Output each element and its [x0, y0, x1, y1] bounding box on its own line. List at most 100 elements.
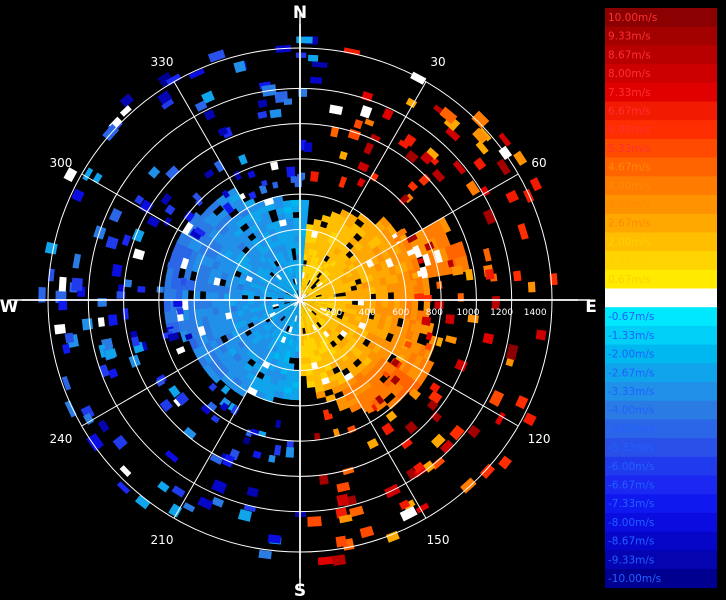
- velocity-cell-1344: [119, 93, 134, 108]
- velocity-cell-1388: [268, 454, 276, 463]
- color-scale-label-0: 10.00m/s: [608, 12, 657, 24]
- color-scale-swatch-11: [605, 213, 717, 233]
- velocity-cell-581: [316, 334, 324, 343]
- velocity-cell-1597: [194, 100, 208, 112]
- velocity-cell-1244: [255, 219, 266, 229]
- velocity-cell-359: [398, 308, 406, 320]
- bearing-line-240: [81, 299, 301, 427]
- velocity-cell-500: [332, 329, 341, 338]
- velocity-cell-1498: [414, 293, 425, 300]
- velocity-cell-537: [309, 312, 315, 319]
- velocity-cell-184: [319, 285, 326, 291]
- velocity-cell-646: [301, 315, 304, 323]
- color-scale-swatch-21: [605, 400, 717, 420]
- velocity-cell-1052: [255, 283, 263, 290]
- velocity-cell-43: [305, 272, 310, 280]
- velocity-cell-1347: [71, 188, 85, 203]
- velocity-cell-251: [405, 259, 415, 272]
- velocity-cell-733: [290, 314, 295, 321]
- velocity-cell-596: [305, 314, 310, 321]
- velocity-cell-1456: [201, 90, 215, 104]
- velocity-cell-467: [406, 365, 419, 379]
- velocity-cell-765: [287, 313, 292, 320]
- color-scale-label-21: -4.00m/s: [608, 405, 654, 417]
- velocity-cell-1074: [256, 280, 264, 287]
- velocity-cell-1647: [424, 342, 433, 351]
- velocity-cell-313: [351, 294, 359, 301]
- velocity-cell-217: [352, 272, 361, 281]
- velocity-cell-608: [329, 379, 340, 389]
- color-scale-swatch-2: [605, 45, 717, 65]
- velocity-cell-312: [345, 295, 353, 301]
- color-scale-label-4: 7.33m/s: [608, 87, 651, 99]
- velocity-cell-100: [309, 281, 315, 288]
- velocity-cell-1028: [283, 295, 291, 299]
- color-scale-swatch-16: [605, 307, 717, 327]
- velocity-cell-403: [303, 301, 310, 305]
- velocity-cell-34: [307, 248, 314, 256]
- color-scale-label-13: 1.33m/s: [608, 255, 651, 267]
- velocity-cell-123: [356, 227, 368, 239]
- velocity-cell-1252: [288, 273, 293, 281]
- velocity-cell-932: [242, 308, 250, 316]
- velocity-cell-1304: [287, 229, 295, 237]
- velocity-cell-1452: [220, 384, 231, 395]
- velocity-cell-673: [296, 327, 300, 335]
- velocity-cell-1579: [440, 439, 454, 454]
- velocity-cell-573: [358, 396, 372, 408]
- velocity-cell-1309: [282, 200, 293, 208]
- velocity-cell-394: [371, 319, 380, 329]
- velocity-cell-164: [318, 283, 325, 290]
- velocity-cell-1320: [293, 229, 301, 237]
- velocity-cell-1385: [175, 346, 186, 355]
- velocity-cell-1650: [391, 358, 400, 368]
- velocity-cell-684: [297, 309, 300, 317]
- velocity-cell-297: [380, 284, 389, 294]
- velocity-cell-194: [371, 255, 381, 266]
- velocity-cell-904: [194, 335, 204, 348]
- velocity-cell-157: [367, 239, 378, 250]
- velocity-cell-1007: [277, 296, 285, 299]
- velocity-cell-330: [339, 300, 347, 305]
- velocity-cell-897: [233, 321, 242, 330]
- velocity-cell-471: [307, 305, 314, 311]
- velocity-cell-1409: [207, 49, 226, 63]
- velocity-cell-778: [242, 376, 253, 387]
- velocity-cell-848: [222, 350, 233, 361]
- velocity-cell-1439: [247, 170, 256, 179]
- velocity-cell-1548: [83, 412, 95, 426]
- velocity-cell-430: [334, 316, 342, 324]
- velocity-cell-354: [368, 306, 377, 314]
- velocity-cell-1635: [310, 171, 319, 183]
- velocity-cell-549: [356, 376, 369, 388]
- velocity-cell-1226: [239, 207, 251, 219]
- bearing-label-210: 210: [151, 533, 174, 547]
- velocity-cell-318: [393, 291, 401, 301]
- velocity-cell-1446: [369, 172, 379, 182]
- velocity-cell-1463: [343, 47, 361, 56]
- velocity-cell-1471: [81, 318, 94, 331]
- velocity-cell-755: [270, 344, 279, 353]
- velocity-cell-1036: [236, 283, 245, 290]
- velocity-cell-1556: [406, 233, 418, 244]
- velocity-cell-744: [259, 379, 270, 389]
- velocity-cell-480: [348, 336, 358, 346]
- velocity-cell-1467: [426, 147, 440, 160]
- velocity-cell-604: [321, 358, 330, 367]
- velocity-cell-961: [200, 307, 208, 318]
- velocity-cell-108: [340, 237, 350, 247]
- velocity-cell-710: [278, 373, 287, 382]
- velocity-cell-1482: [420, 151, 434, 165]
- velocity-cell-732: [293, 309, 297, 316]
- velocity-cell-4: [300, 265, 304, 273]
- velocity-cell-311: [339, 295, 347, 301]
- velocity-cell-1055: [237, 277, 246, 285]
- velocity-cell-559: [313, 322, 320, 330]
- velocity-cell-258: [450, 243, 461, 260]
- velocity-cell-1270: [284, 255, 290, 263]
- velocity-cell-948: [277, 301, 285, 304]
- velocity-cell-1516: [465, 180, 481, 196]
- color-scale-swatch-22: [605, 419, 717, 439]
- velocity-cell-1083: [200, 254, 210, 266]
- velocity-cell-753: [276, 334, 284, 342]
